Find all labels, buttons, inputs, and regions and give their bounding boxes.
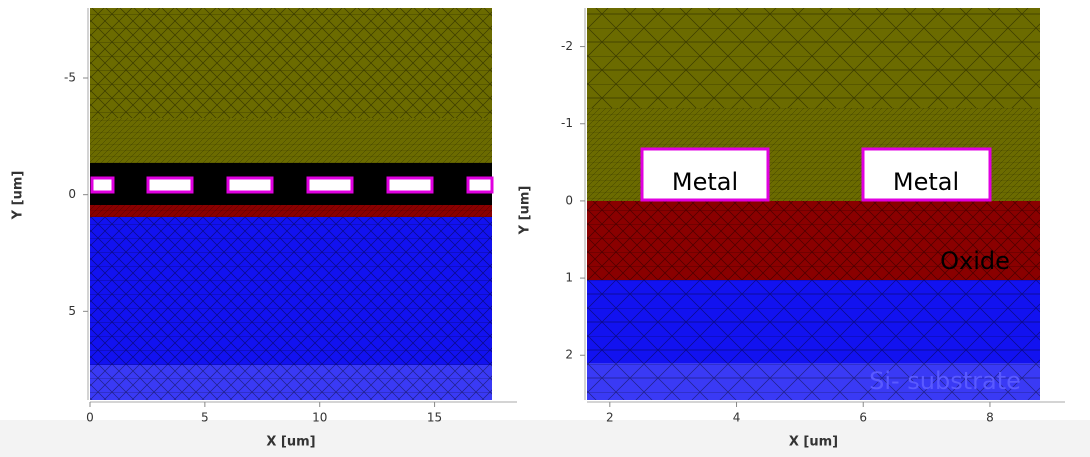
- region-label: Metal: [893, 168, 959, 196]
- x-tick-label: 0: [86, 411, 94, 425]
- y-tick-label: 0: [68, 187, 76, 201]
- x-axis-label: X [um]: [789, 435, 838, 450]
- y-tick-label: 0: [565, 193, 573, 207]
- x-tick-label: 15: [427, 411, 442, 425]
- region-label: Metal: [672, 168, 738, 196]
- left-mesh: [90, 8, 494, 400]
- y-axis-label: Y [um]: [518, 186, 533, 236]
- x-tick-label: 8: [986, 411, 994, 425]
- region-label: Oxide: [940, 247, 1010, 275]
- y-axis-label: Y [um]: [11, 171, 26, 221]
- x-tick-label: 2: [606, 411, 614, 425]
- right-mesh: [587, 8, 1040, 400]
- y-tick-label: 5: [68, 304, 76, 318]
- y-tick-label: -5: [64, 71, 76, 85]
- y-tick-label: 2: [565, 348, 573, 362]
- y-tick-label: -1: [561, 116, 573, 130]
- x-axis-label: X [um]: [266, 435, 315, 450]
- footer-band: [0, 420, 1090, 457]
- region-label: Si- substrate: [869, 367, 1021, 395]
- x-tick-label: 10: [312, 411, 327, 425]
- x-tick-label: 5: [201, 411, 209, 425]
- y-tick-label: 1: [565, 271, 573, 285]
- x-tick-label: 4: [733, 411, 741, 425]
- y-tick-label: -2: [561, 39, 573, 53]
- x-tick-label: 6: [859, 411, 867, 425]
